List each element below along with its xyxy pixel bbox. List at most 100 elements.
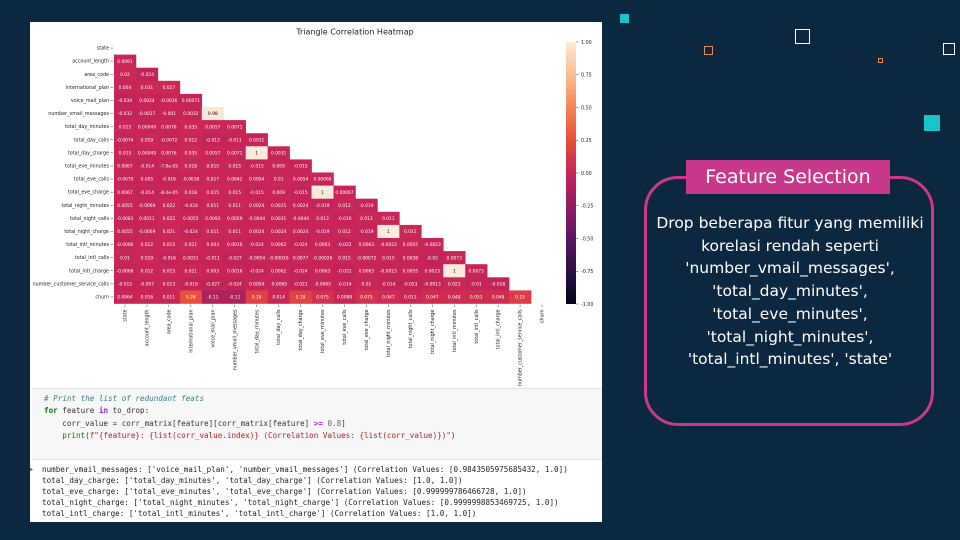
- colorbar-tick-label: 1.00: [581, 40, 592, 46]
- heatmap-cell-label: 0.019: [141, 137, 154, 143]
- heatmap-cell: [245, 159, 268, 173]
- heatmap-cell-label: -0.014: [140, 190, 154, 196]
- heatmap-cell: [267, 198, 290, 213]
- heatmap-cell: [179, 93, 203, 108]
- heatmap-cell-label: 0.0057: [205, 124, 221, 130]
- heatmap-figure: Triangle Correlation Heatmap 0.0091 0.02 -0…: [30, 22, 602, 387]
- heatmap-cell: [487, 277, 510, 291]
- heatmap-cell: [421, 238, 444, 252]
- heatmap-cell-label: 0.035: [185, 124, 198, 130]
- heatmap-cell: [311, 251, 334, 265]
- colorbar-tick-label: -0.75: [581, 269, 593, 275]
- heatmap-cell-label: -0.0038: [182, 177, 199, 183]
- heatmap-cell-label: -0.0066: [116, 242, 133, 248]
- heatmap-cell-label: -0.014: [140, 164, 154, 170]
- code-loop-target: to_drop:: [108, 406, 150, 416]
- heatmap-y-label: total_eve_charge: [68, 190, 109, 196]
- heatmap-y-label: churn: [95, 294, 109, 300]
- heatmap-cell-label: -0.032: [118, 111, 132, 117]
- heatmap-y-label: area_code: [84, 72, 109, 78]
- heatmap-y-label: total_day_minutes: [65, 124, 110, 130]
- heatmap-cell-label: 0.0062: [271, 242, 287, 248]
- heatmap-cell: [245, 172, 268, 186]
- heatmap-y-label: account_length: [72, 59, 109, 65]
- heatmap-cell: [179, 198, 203, 213]
- heatmap-cell: [201, 290, 225, 304]
- heatmap-cell: [443, 277, 466, 291]
- heatmap-cell: [355, 224, 378, 239]
- heatmap-x-label: total_day_calls: [276, 309, 282, 345]
- heatmap-cell: [311, 211, 334, 226]
- output-line: total_day_charge: ['total_day_minutes', …: [42, 476, 463, 485]
- heatmap-cell: [114, 211, 137, 226]
- heatmap-cell-label: 0.015: [119, 150, 132, 156]
- heatmap-cell-label: 0.015: [338, 255, 351, 261]
- heatmap-cell: [201, 185, 225, 199]
- heatmap-cell-label: 0.027: [163, 85, 176, 91]
- heatmap-cell: [223, 185, 246, 199]
- heatmap-cell: [421, 264, 444, 278]
- heatmap-cell: [267, 251, 290, 265]
- heatmap-y-label: number_customer_service_calls: [33, 281, 110, 287]
- heatmap-x-label: total_eve_minutes: [320, 309, 326, 353]
- heatmap-x-label: international_plan: [188, 310, 194, 353]
- heatmap-cell-label: 0.009: [272, 190, 285, 196]
- heatmap-colorbar: [566, 42, 576, 304]
- heatmap-cell: [399, 264, 422, 278]
- heatmap-cell-label: 0.0054: [249, 177, 265, 183]
- heatmap-cell-label: -0.0079: [116, 177, 133, 183]
- heatmap-cell: [245, 185, 268, 199]
- code-cell[interactable]: # Print the list of redundant feats for …: [32, 388, 602, 460]
- colorbar-tick-label: -1.00: [581, 302, 593, 308]
- colorbar-tick-label: 0.00: [581, 171, 592, 177]
- heatmap-cell: [289, 198, 312, 213]
- heatmap-cell-label: 0.016: [141, 295, 154, 301]
- heatmap-cell: [223, 277, 246, 291]
- heatmap-cell-label: -0.016: [162, 177, 176, 183]
- heatmap-cell-label: 0.0011: [139, 216, 155, 222]
- heatmap-cell-label: 0.011: [206, 203, 219, 209]
- heatmap-cell: [355, 211, 378, 226]
- heatmap-cell-label: 0.021: [163, 229, 176, 235]
- heatmap-cell: [114, 224, 137, 239]
- heatmap-cell-label: -0.0074: [116, 137, 133, 143]
- heatmap-cell-label: 0.26: [186, 295, 196, 301]
- heatmap-cell-label: -0.014: [337, 281, 351, 287]
- heatmap-cell: [289, 185, 312, 199]
- heatmap-cell-label: -7.8e-05: [160, 164, 179, 170]
- heatmap-cell-label: 0.011: [404, 229, 417, 235]
- heatmap-cell: [201, 146, 225, 160]
- heatmap-cell: [201, 107, 225, 121]
- heatmap-cell-label: 0.18: [296, 295, 306, 301]
- heatmap-cell: [179, 107, 203, 121]
- heatmap-cell-label: 0.012: [141, 242, 154, 248]
- output-line: total_night_charge: ['total_night_minute…: [42, 498, 559, 507]
- heatmap-x-label: account_length: [145, 310, 151, 347]
- heatmap-cell: [443, 264, 466, 278]
- heatmap-cell: [399, 290, 422, 304]
- heatmap-cell: [114, 80, 137, 95]
- heatmap-cell-label: -0.007: [140, 281, 154, 287]
- heatmap-cell: [157, 185, 181, 199]
- heatmap-cell: [421, 290, 444, 304]
- heatmap-cell: [377, 251, 400, 265]
- heatmap-cell-label: 0.98: [208, 111, 218, 117]
- heatmap-cell: [311, 198, 334, 213]
- heatmap-cell-label: -0.019: [359, 203, 373, 209]
- heatmap-x-label: total_intl_calls: [474, 309, 480, 344]
- heatmap-cell: [333, 198, 356, 213]
- heatmap-cell: [355, 238, 378, 252]
- heatmap-cell-label: -0.0044: [248, 216, 265, 222]
- deco-square-orange-tiny: [878, 58, 883, 63]
- heatmap-cell: [157, 146, 181, 160]
- heatmap-cell-label: 0.021: [185, 268, 198, 274]
- heatmap-cell: [114, 146, 137, 160]
- heatmap-cell-label: -0.0027: [138, 111, 155, 117]
- heatmap-cell: [201, 133, 225, 147]
- heatmap-cell: [157, 159, 181, 173]
- heatmap-cell-label: 0.0054: [249, 281, 265, 287]
- heatmap-cell: [157, 93, 181, 108]
- heatmap-cell-label: 0.00049: [138, 150, 156, 156]
- heatmap-cell-label: -0.0083: [116, 216, 133, 222]
- code-operator: >=: [313, 418, 323, 428]
